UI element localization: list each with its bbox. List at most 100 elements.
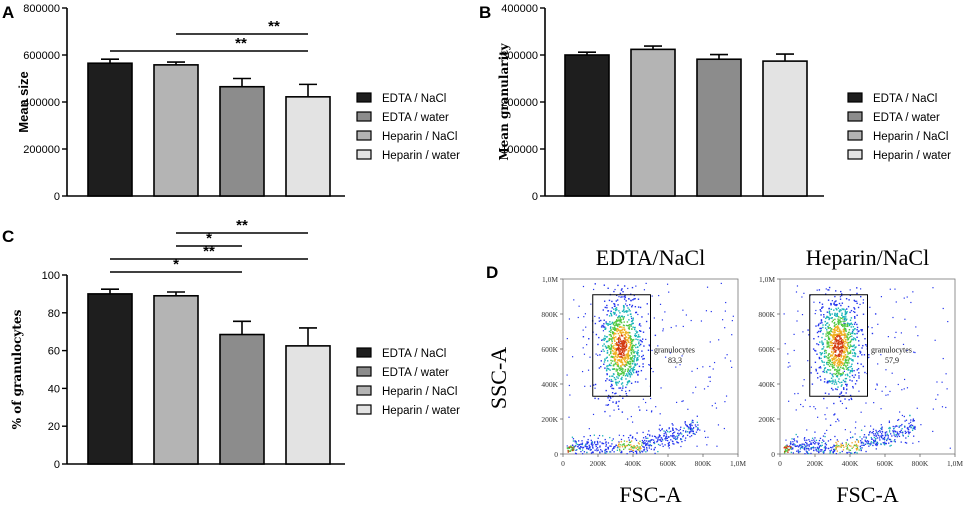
flow-event [605, 452, 607, 454]
flow-event [835, 304, 837, 307]
flow-event [799, 447, 802, 450]
flow-event [893, 434, 895, 436]
flow-event [810, 447, 812, 449]
flow-event [678, 434, 680, 436]
flow-event [634, 305, 637, 308]
flow-event [836, 446, 838, 448]
flow-event [879, 435, 881, 437]
flow-event [843, 368, 845, 370]
flow-event [818, 445, 821, 447]
flow-event [692, 432, 694, 435]
flow-event [724, 327, 726, 329]
flow-event [913, 427, 915, 430]
flow-event [659, 444, 661, 446]
flow-event [887, 394, 889, 396]
flow-event [866, 440, 869, 442]
flow-event [626, 444, 628, 447]
flow-event [581, 446, 583, 448]
flow-event [828, 289, 830, 291]
flow-event [633, 344, 636, 347]
flow-event [627, 381, 629, 384]
flow-event [672, 429, 674, 431]
flow-event [574, 452, 577, 454]
flow-event [577, 440, 580, 442]
flow-event [639, 409, 641, 411]
flow-event [647, 349, 650, 351]
flow-event [841, 324, 843, 326]
flow-event [853, 337, 855, 339]
flow-event [646, 446, 648, 449]
flow-event [883, 436, 886, 439]
flow-event [664, 438, 666, 440]
flow-event [800, 444, 802, 447]
flow-event [834, 449, 836, 452]
flow-x-tick-label: 600K [660, 459, 677, 468]
flow-event [844, 398, 846, 400]
flow-event [796, 440, 798, 442]
flow-event [833, 334, 835, 336]
flow-event [626, 353, 628, 356]
flow-event [619, 319, 622, 322]
flow-event [658, 435, 661, 437]
flow-event [629, 366, 631, 369]
flow-event [667, 445, 670, 447]
flow-event [637, 313, 639, 316]
flow-event [849, 449, 852, 451]
flow-event [623, 321, 625, 323]
flow-event [609, 349, 612, 351]
flow-event [819, 322, 822, 324]
flow-event [613, 308, 615, 310]
flow-x-tick-label: 1,0M [947, 459, 963, 468]
flow-event [833, 351, 835, 353]
legend-label: Heparin / NaCl [382, 386, 457, 398]
flow-event [834, 318, 836, 321]
flow-event [834, 300, 836, 303]
flow-event [831, 321, 834, 323]
flow-event [639, 330, 641, 332]
flow-event [603, 323, 605, 325]
flow-event [813, 301, 815, 303]
flow-event [903, 415, 905, 418]
flow-event [871, 332, 874, 335]
flow-event [910, 427, 912, 429]
significance-label: ** [203, 243, 215, 260]
flow-event [621, 344, 623, 347]
flow-event [860, 363, 862, 365]
flow-event [632, 322, 634, 324]
flow-event [837, 334, 839, 337]
flow-event [846, 445, 849, 447]
flow-event [652, 442, 655, 444]
flow-event [860, 449, 862, 452]
flow-event [827, 343, 830, 345]
flow-event [627, 370, 629, 373]
flow-event [589, 434, 591, 437]
flow-event [844, 345, 847, 348]
flow-event [846, 325, 848, 327]
flow-event [856, 448, 859, 450]
flow-event [875, 431, 878, 433]
flow-event [835, 290, 837, 292]
flow-event [592, 451, 594, 454]
flow-event [629, 337, 631, 339]
flow-event [708, 376, 710, 378]
flow-event [602, 330, 605, 332]
flow-event [629, 362, 632, 365]
flow-event [681, 440, 683, 443]
flow-event [904, 432, 907, 435]
flow-event [813, 449, 815, 451]
flow-event [860, 288, 862, 290]
flow-event [823, 350, 826, 352]
flow-event [634, 381, 637, 383]
flow-event [665, 429, 668, 431]
flow-event [842, 363, 844, 365]
flow-event [610, 310, 612, 312]
flow-event [627, 362, 630, 365]
flow-event [611, 439, 613, 442]
flow-event [594, 283, 596, 285]
flow-event [615, 381, 617, 384]
flow-event [606, 451, 608, 453]
flow-event [646, 303, 648, 305]
flow-event [875, 442, 877, 445]
